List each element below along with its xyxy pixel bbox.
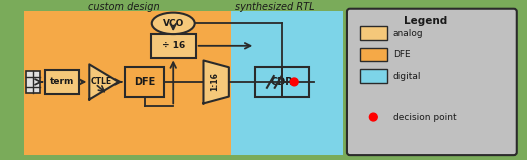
Text: Legend: Legend — [404, 16, 447, 26]
FancyBboxPatch shape — [125, 67, 164, 97]
Text: CDR: CDR — [270, 77, 293, 87]
Text: DFE: DFE — [134, 77, 155, 87]
FancyBboxPatch shape — [359, 26, 387, 40]
Text: custom design: custom design — [87, 2, 159, 12]
Polygon shape — [203, 60, 229, 103]
FancyBboxPatch shape — [231, 11, 343, 155]
Text: digital: digital — [393, 72, 421, 81]
Text: DFE: DFE — [393, 50, 411, 59]
FancyBboxPatch shape — [151, 34, 196, 58]
Text: ÷ 16: ÷ 16 — [162, 41, 185, 50]
Circle shape — [290, 78, 298, 86]
Circle shape — [369, 113, 377, 121]
Text: synthesized RTL: synthesized RTL — [235, 2, 315, 12]
Text: 1:16: 1:16 — [210, 72, 219, 91]
FancyBboxPatch shape — [359, 48, 387, 61]
FancyBboxPatch shape — [45, 70, 79, 94]
FancyBboxPatch shape — [255, 67, 309, 97]
Ellipse shape — [152, 13, 194, 34]
Text: decision point: decision point — [393, 112, 456, 122]
Text: CTLE: CTLE — [91, 77, 112, 86]
Polygon shape — [89, 64, 119, 100]
FancyBboxPatch shape — [347, 9, 517, 155]
FancyBboxPatch shape — [24, 11, 321, 155]
Text: term: term — [50, 77, 74, 86]
Text: analog: analog — [393, 29, 424, 38]
FancyBboxPatch shape — [359, 69, 387, 83]
Text: VCO: VCO — [162, 19, 184, 28]
FancyBboxPatch shape — [26, 71, 40, 93]
